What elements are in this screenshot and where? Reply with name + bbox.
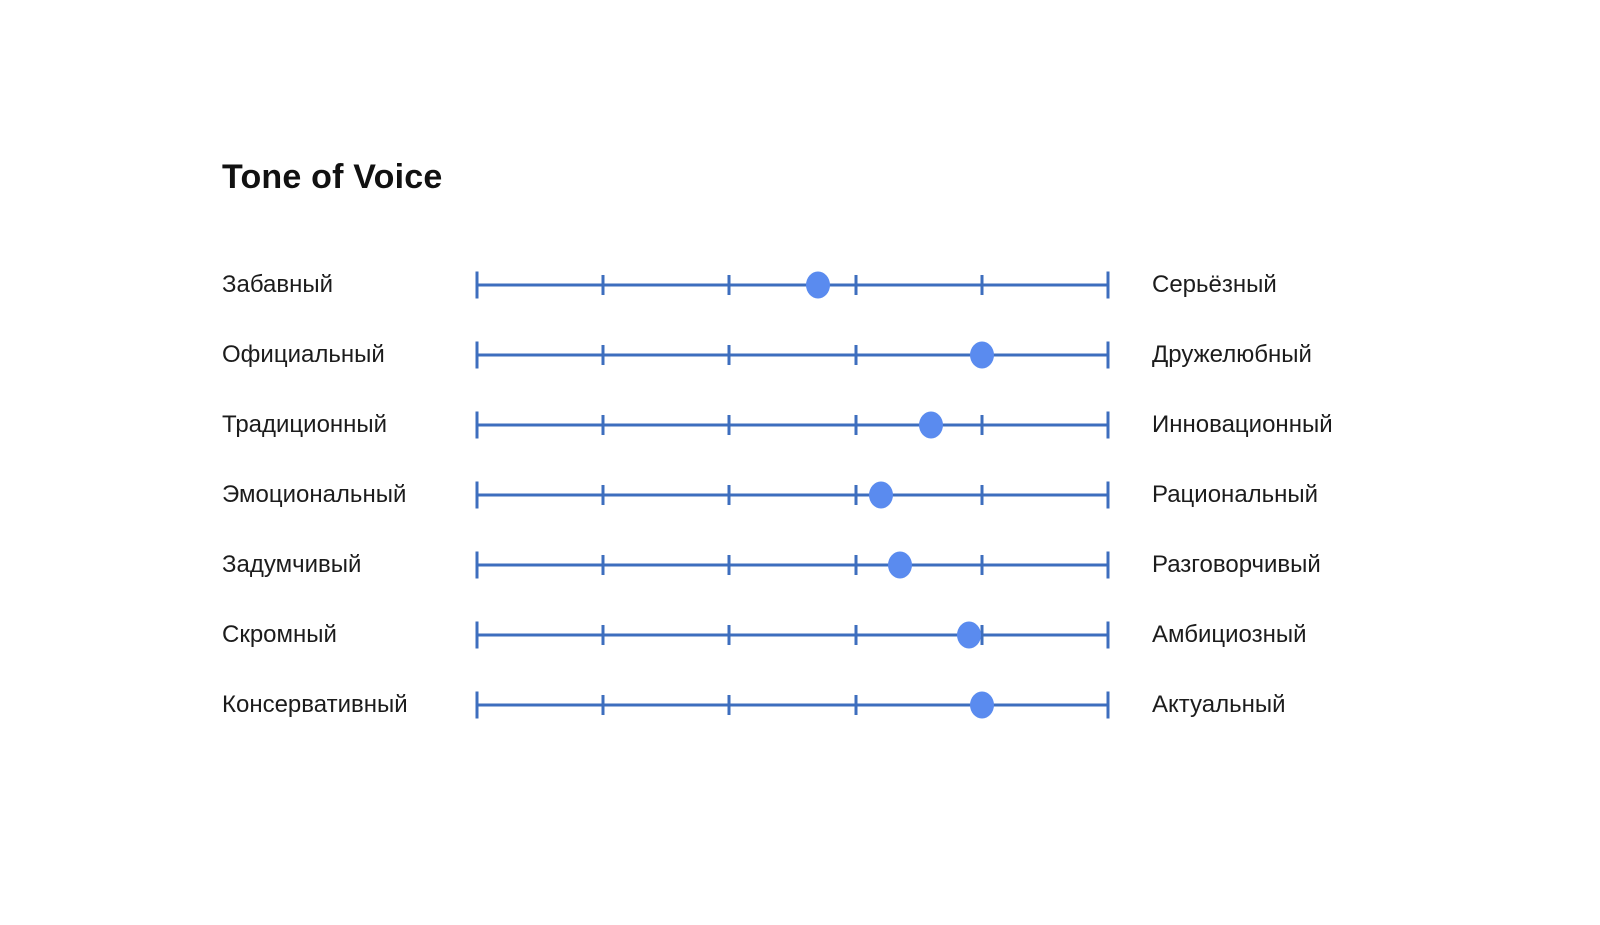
slider-tick: [854, 485, 858, 505]
slider-tick: [727, 415, 731, 435]
tone-slider-row: Традиционный Инновационный: [222, 390, 1333, 460]
slider-track[interactable]: [475, 340, 1110, 370]
slider-line: [477, 703, 1108, 707]
slider-line: [477, 353, 1108, 357]
slider-tick: [601, 485, 605, 505]
slider-tick: [854, 625, 858, 645]
slider-track[interactable]: [475, 690, 1110, 720]
left-trait-label: Традиционный: [222, 411, 388, 438]
slider-end-tick: [475, 691, 479, 719]
slider-tick: [727, 625, 731, 645]
slider-track[interactable]: [475, 550, 1110, 580]
slider-end-tick: [1106, 341, 1110, 369]
slider-tick: [727, 695, 731, 715]
slider-track[interactable]: [475, 410, 1110, 440]
slider-end-tick: [475, 341, 479, 369]
slider-tick: [727, 485, 731, 505]
slider-handle[interactable]: [957, 621, 982, 649]
slider-handle[interactable]: [969, 691, 994, 719]
tone-slider-row: Скромный Амбициозный: [222, 600, 1307, 670]
slider-handle[interactable]: [969, 341, 994, 369]
slider-end-tick: [475, 271, 479, 299]
slider-tick: [601, 415, 605, 435]
slider-tick: [601, 275, 605, 295]
left-trait-label: Скромный: [222, 621, 337, 648]
right-trait-label: Разговорчивый: [1152, 551, 1321, 578]
slider-end-tick: [1106, 691, 1110, 719]
left-trait-label: Официальный: [222, 341, 385, 368]
slider-end-tick: [1106, 411, 1110, 439]
slider-line: [477, 493, 1108, 497]
right-trait-label: Актуальный: [1152, 691, 1286, 718]
slider-tick: [854, 695, 858, 715]
slider-handle[interactable]: [887, 551, 912, 579]
slider-track[interactable]: [475, 620, 1110, 650]
slider-tick: [854, 345, 858, 365]
left-trait-label: Задумчивый: [222, 551, 362, 578]
tone-slider-row: Официальный Дружелюбный: [222, 320, 1312, 390]
slider-tick: [980, 415, 984, 435]
slider-tick: [980, 485, 984, 505]
slider-handle[interactable]: [919, 411, 944, 439]
tone-slider-row: Забавный Серьёзный: [222, 250, 1277, 320]
left-trait-label: Забавный: [222, 271, 334, 298]
slider-line: [477, 633, 1108, 637]
slider-tick: [601, 555, 605, 575]
slider-track[interactable]: [475, 480, 1110, 510]
right-trait-label: Амбициозный: [1152, 621, 1307, 648]
right-trait-label: Дружелюбный: [1152, 341, 1312, 368]
slider-tick: [980, 625, 984, 645]
slider-tick: [980, 275, 984, 295]
slider-end-tick: [1106, 271, 1110, 299]
slider-tick: [601, 695, 605, 715]
slider-tick: [854, 555, 858, 575]
slider-end-tick: [475, 481, 479, 509]
slider-tick: [727, 345, 731, 365]
slider-end-tick: [475, 411, 479, 439]
page-title: Tone of Voice: [222, 158, 443, 196]
tone-slider-row: Задумчивый Разговорчивый: [222, 530, 1321, 600]
slider-tick: [727, 555, 731, 575]
slider-handle[interactable]: [805, 271, 830, 299]
slider-tick: [601, 345, 605, 365]
slider-tick: [601, 625, 605, 645]
slider-line: [477, 563, 1108, 567]
slider-handle[interactable]: [868, 481, 893, 509]
slider-end-tick: [1106, 551, 1110, 579]
tone-slider-row: Консервативный Актуальный: [222, 670, 1286, 740]
slider-track[interactable]: [475, 270, 1110, 300]
slider-end-tick: [475, 621, 479, 649]
slider-tick: [854, 275, 858, 295]
slider-tick: [980, 555, 984, 575]
slider-end-tick: [1106, 621, 1110, 649]
slider-tick: [854, 415, 858, 435]
right-trait-label: Инновационный: [1152, 411, 1333, 438]
right-trait-label: Серьёзный: [1152, 271, 1277, 298]
tone-slider-row: Эмоциональный Рациональный: [222, 460, 1318, 530]
slider-line: [477, 423, 1108, 427]
left-trait-label: Консервативный: [222, 691, 408, 718]
slider-end-tick: [475, 551, 479, 579]
left-trait-label: Эмоциональный: [222, 481, 407, 508]
slider-line: [477, 283, 1108, 287]
right-trait-label: Рациональный: [1152, 481, 1319, 508]
slider-end-tick: [1106, 481, 1110, 509]
slider-tick: [727, 275, 731, 295]
